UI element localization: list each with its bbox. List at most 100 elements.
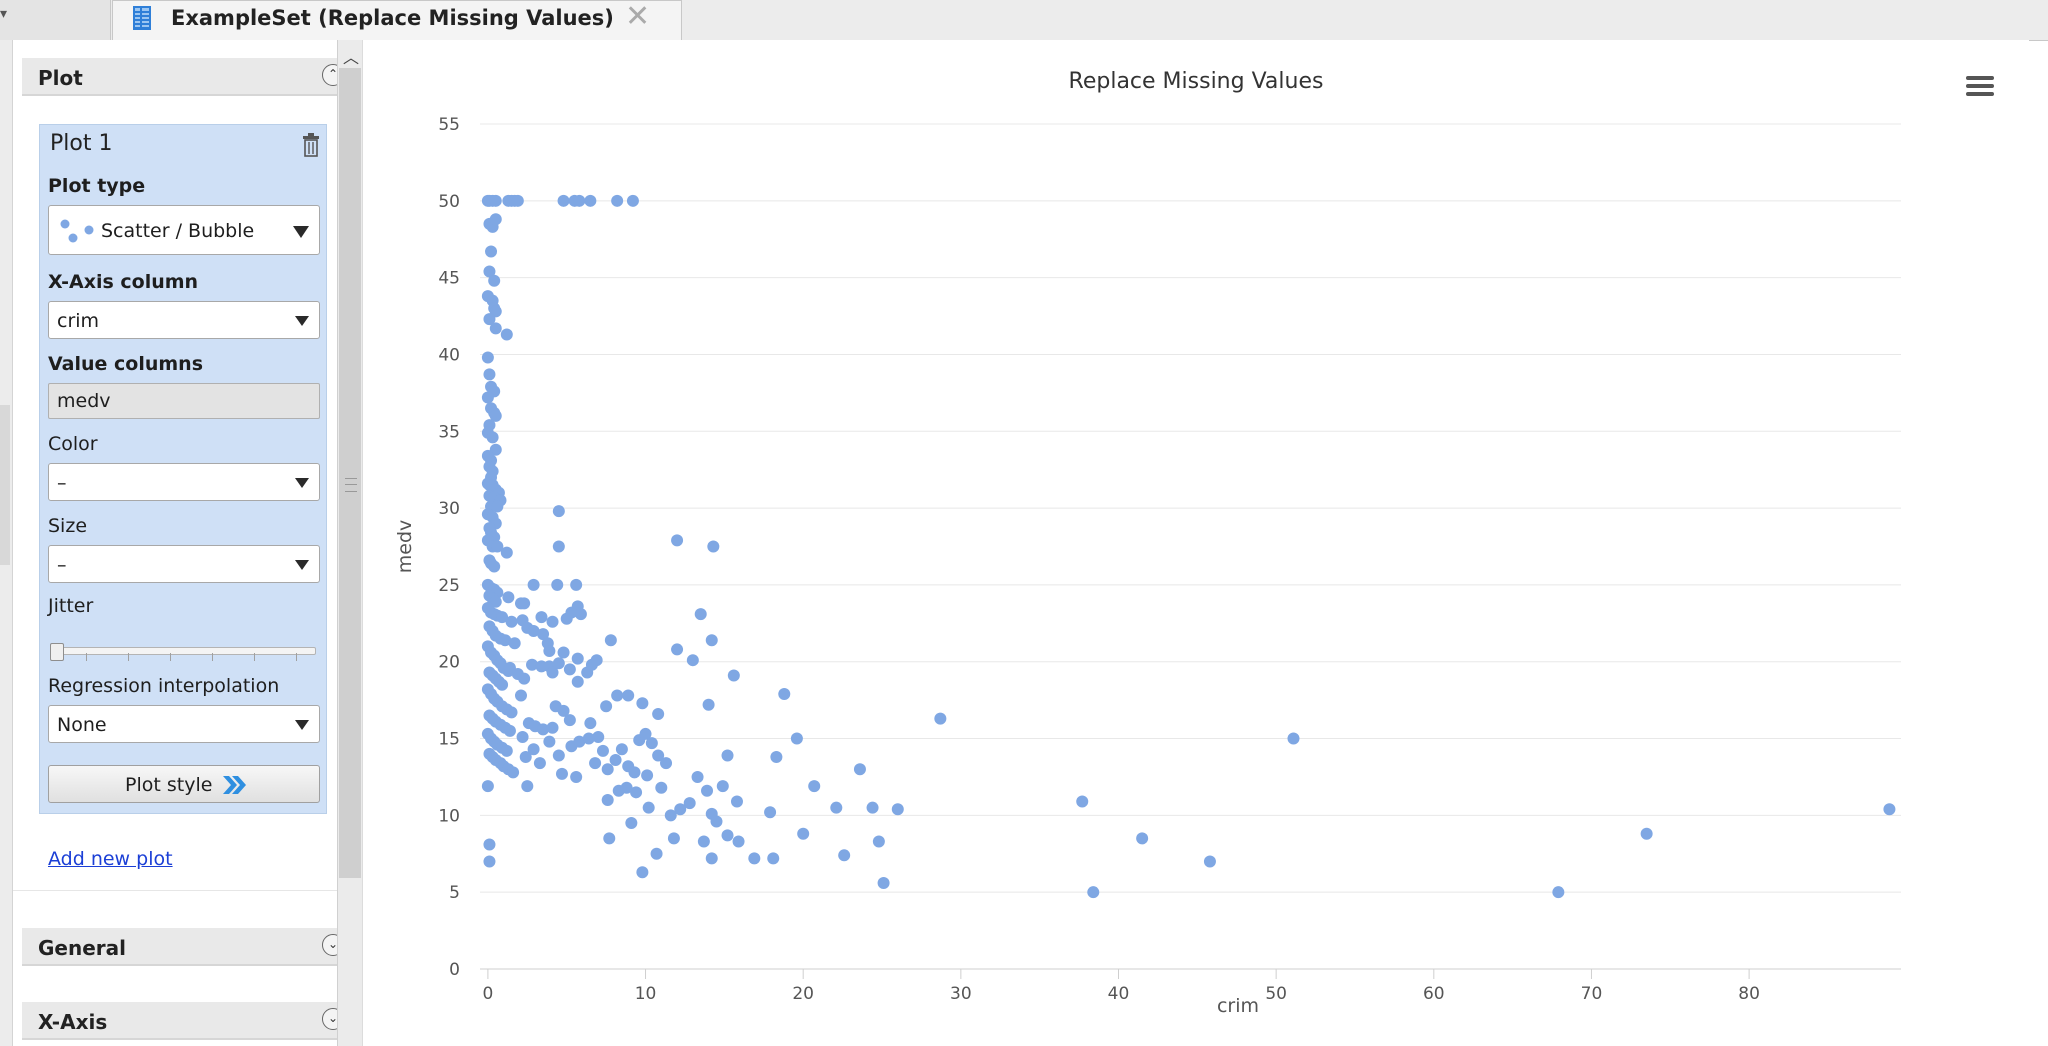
scatter-point[interactable] bbox=[526, 658, 539, 671]
scatter-point[interactable] bbox=[481, 351, 494, 364]
scatter-point[interactable] bbox=[500, 328, 513, 341]
scatter-point[interactable] bbox=[701, 784, 714, 797]
scatter-point[interactable] bbox=[764, 806, 777, 819]
x-axis-column-select[interactable]: crim bbox=[48, 301, 320, 339]
scatter-point[interactable] bbox=[603, 832, 616, 845]
scatter-point[interactable] bbox=[707, 540, 720, 553]
scatter-point[interactable] bbox=[877, 876, 890, 889]
scatter-point[interactable] bbox=[705, 634, 718, 647]
scatter-point[interactable] bbox=[770, 750, 783, 763]
scatter-point[interactable] bbox=[667, 832, 680, 845]
scatter-point[interactable] bbox=[533, 757, 546, 770]
scatter-point[interactable] bbox=[620, 781, 633, 794]
scatter-point[interactable] bbox=[710, 815, 723, 828]
scatter-point[interactable] bbox=[664, 809, 677, 822]
scatter-point[interactable] bbox=[483, 368, 496, 381]
scatter-point[interactable] bbox=[570, 770, 583, 783]
scatter-point[interactable] bbox=[496, 611, 509, 624]
scatter-point[interactable] bbox=[671, 534, 684, 547]
plot-type-select[interactable]: Scatter / Bubble bbox=[48, 205, 320, 255]
scatter-point[interactable] bbox=[491, 540, 504, 553]
scatter-point[interactable] bbox=[584, 194, 597, 207]
scatter-point[interactable] bbox=[519, 750, 532, 763]
scatter-point[interactable] bbox=[481, 780, 494, 793]
scatter-point[interactable] bbox=[674, 803, 687, 816]
scatter-point[interactable] bbox=[1203, 855, 1216, 868]
scatter-point[interactable] bbox=[574, 608, 587, 621]
scatter-point[interactable] bbox=[537, 628, 550, 641]
scatter-point[interactable] bbox=[505, 706, 518, 719]
scatter-point[interactable] bbox=[683, 797, 696, 810]
scatter-point[interactable] bbox=[1287, 732, 1300, 745]
scatter-point[interactable] bbox=[694, 608, 707, 621]
plot-style-button[interactable]: Plot style bbox=[48, 765, 320, 803]
scatter-point[interactable] bbox=[546, 615, 559, 628]
color-select[interactable]: – bbox=[48, 463, 320, 501]
scatter-point[interactable] bbox=[630, 786, 643, 799]
scatter-point[interactable] bbox=[641, 769, 654, 782]
scatter-point[interactable] bbox=[491, 500, 504, 513]
scatter-point[interactable] bbox=[655, 781, 668, 794]
scatter-point[interactable] bbox=[486, 431, 499, 444]
scatter-point[interactable] bbox=[891, 803, 904, 816]
scatter-point[interactable] bbox=[557, 194, 570, 207]
scatter-point[interactable] bbox=[790, 732, 803, 745]
value-columns-list[interactable]: medv bbox=[48, 383, 320, 419]
scatter-point[interactable] bbox=[527, 743, 540, 756]
size-select[interactable]: – bbox=[48, 545, 320, 583]
scatter-point[interactable] bbox=[570, 578, 583, 591]
scatter-point[interactable] bbox=[611, 194, 624, 207]
scatter-point[interactable] bbox=[604, 634, 617, 647]
scatter-point[interactable] bbox=[642, 801, 655, 814]
scatter-point[interactable] bbox=[1136, 832, 1149, 845]
scatter-point[interactable] bbox=[628, 766, 641, 779]
scatter-point[interactable] bbox=[516, 731, 529, 744]
scatter-point[interactable] bbox=[748, 852, 761, 865]
scatter-point[interactable] bbox=[652, 749, 665, 762]
scatter-point[interactable] bbox=[546, 666, 559, 679]
scatter-point[interactable] bbox=[636, 866, 649, 879]
scatter-point[interactable] bbox=[592, 731, 605, 744]
scatter-point[interactable] bbox=[697, 835, 710, 848]
scatter-point[interactable] bbox=[866, 801, 879, 814]
section-header-plot[interactable]: Plot ⌃ bbox=[22, 58, 348, 96]
scatter-point[interactable] bbox=[721, 829, 734, 842]
scatter-point[interactable] bbox=[483, 265, 496, 278]
scatter-point[interactable] bbox=[518, 597, 531, 610]
scatter-point[interactable] bbox=[552, 505, 565, 518]
scatter-point[interactable] bbox=[527, 578, 540, 591]
scatter-point[interactable] bbox=[1076, 795, 1089, 808]
scatter-point[interactable] bbox=[557, 704, 570, 717]
scatter-point[interactable] bbox=[500, 546, 513, 559]
scatter-point[interactable] bbox=[483, 838, 496, 851]
scatter-point[interactable] bbox=[1883, 803, 1896, 816]
close-tab-icon[interactable]: ✕ bbox=[625, 0, 651, 34]
scatter-point[interactable] bbox=[483, 313, 496, 326]
tab-exampleset[interactable]: ExampleSet (Replace Missing Values) ✕ bbox=[112, 0, 682, 40]
scatter-point[interactable] bbox=[636, 697, 649, 710]
scatter-point[interactable] bbox=[626, 194, 639, 207]
jitter-slider-thumb[interactable] bbox=[50, 643, 64, 661]
scatter-point[interactable] bbox=[600, 700, 613, 713]
scatter-point[interactable] bbox=[489, 409, 502, 422]
scrollbar-thumb[interactable] bbox=[339, 68, 361, 878]
scatter-point[interactable] bbox=[732, 835, 745, 848]
previous-tab[interactable]: ▾ bbox=[0, 0, 111, 40]
scatter-point[interactable] bbox=[485, 245, 498, 258]
scatter-point[interactable] bbox=[601, 794, 614, 806]
scatter-point[interactable] bbox=[514, 689, 527, 702]
scatter-point[interactable] bbox=[543, 644, 556, 657]
scatter-point[interactable] bbox=[622, 689, 635, 702]
scatter-point[interactable] bbox=[934, 712, 947, 725]
scatter-point[interactable] bbox=[573, 194, 586, 207]
scatter-point[interactable] bbox=[551, 578, 564, 591]
regression-select[interactable]: None bbox=[48, 705, 320, 743]
scatter-point[interactable] bbox=[589, 757, 602, 770]
scatter-point[interactable] bbox=[489, 194, 502, 207]
scatter-point[interactable] bbox=[1552, 886, 1565, 899]
scatter-point[interactable] bbox=[496, 678, 509, 691]
value-column-item[interactable]: medv bbox=[57, 390, 111, 412]
scatter-point[interactable] bbox=[488, 560, 501, 573]
scatter-point[interactable] bbox=[639, 727, 652, 740]
scatter-point[interactable] bbox=[686, 654, 699, 667]
